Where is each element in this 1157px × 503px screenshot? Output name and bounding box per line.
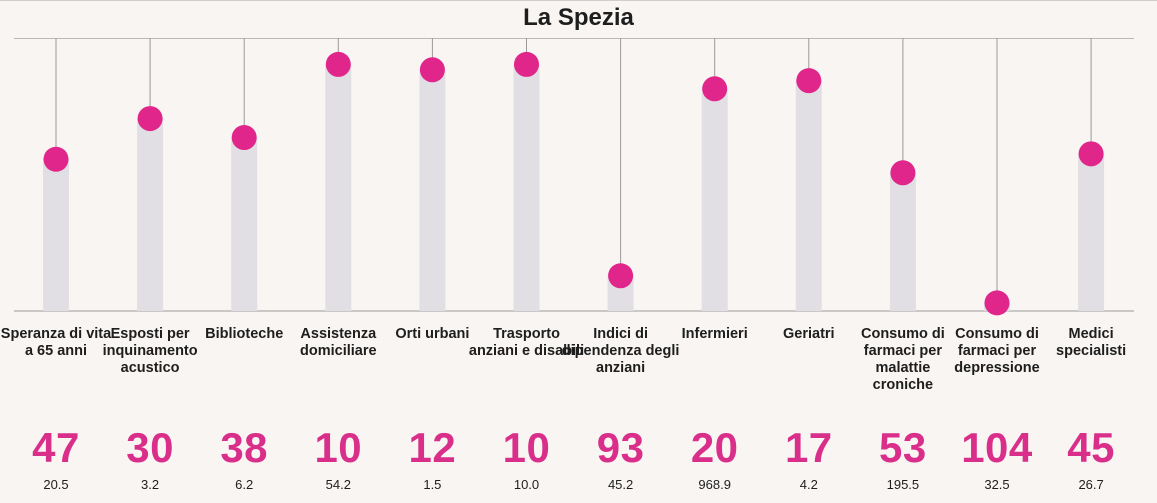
value-label: 26.7	[1078, 477, 1104, 492]
bar	[325, 64, 352, 311]
data-point[interactable]	[608, 263, 634, 289]
rank-label: 10	[502, 424, 551, 471]
bar	[43, 159, 69, 311]
bar	[419, 69, 446, 311]
data-point[interactable]	[231, 125, 257, 151]
category-label: Orti urbani	[395, 326, 470, 342]
bar	[231, 137, 258, 311]
value-label: 10.0	[513, 477, 540, 492]
rank-label: 93	[596, 424, 645, 471]
data-point[interactable]	[796, 68, 822, 94]
value-label: 4.2	[799, 477, 818, 492]
bar	[137, 118, 164, 311]
bar	[513, 64, 540, 311]
rank-label: 20	[690, 424, 739, 471]
category-label: Infermieri	[681, 326, 748, 342]
data-point[interactable]	[1078, 141, 1104, 167]
category-label: Assistenza domiciliare	[300, 326, 377, 359]
data-point[interactable]	[137, 106, 163, 132]
data-point[interactable]	[984, 290, 1010, 316]
value-label: 32.5	[984, 477, 1010, 492]
value-label: 1.5	[423, 477, 442, 492]
category-label: Speranza di vita a 65 anni	[0, 326, 112, 359]
top-rule	[14, 38, 1134, 39]
bar	[701, 88, 728, 311]
bar	[795, 80, 822, 312]
category-label: Consumo di farmaci per malattie croniche	[861, 326, 945, 393]
top-border	[0, 0, 1157, 1]
category-label: Indici di dipendenza degli anziani	[561, 326, 680, 376]
data-point[interactable]	[43, 146, 69, 172]
rank-label: 104	[961, 424, 1033, 471]
category-label: Trasporto anziani e disabili	[468, 326, 585, 359]
value-label: 195.5	[886, 477, 920, 492]
value-label: 968.9	[698, 477, 731, 492]
data-point[interactable]	[702, 76, 728, 102]
data-point[interactable]	[514, 51, 539, 77]
value-label: 6.2	[235, 477, 254, 492]
rank-label: 45	[1067, 424, 1115, 471]
value-label: 3.2	[141, 477, 160, 492]
rank-label: 10	[314, 424, 363, 471]
category-label: Consumo di farmaci per depressione	[954, 326, 1040, 376]
value-label: 20.5	[43, 477, 69, 492]
rank-label: 12	[408, 424, 457, 471]
data-point[interactable]	[890, 160, 916, 186]
category-label: Biblioteche	[205, 326, 284, 342]
category-label: Geriatri	[783, 326, 835, 342]
chart-title: La Spezia	[523, 4, 634, 31]
rank-label: 53	[879, 424, 927, 471]
category-label: Esposti per inquinamento acustico	[102, 326, 198, 376]
rank-label: 47	[32, 424, 80, 471]
rank-label: 17	[784, 424, 833, 471]
bar	[1078, 153, 1105, 311]
rank-label: 38	[220, 424, 269, 471]
category-label: Medici specialisti	[1056, 326, 1127, 359]
data-point[interactable]	[419, 57, 445, 83]
data-point[interactable]	[325, 51, 351, 77]
bar	[889, 172, 916, 311]
value-label: 45.2	[607, 477, 634, 492]
value-label: 54.2	[325, 477, 351, 492]
rank-label: 30	[126, 424, 174, 471]
